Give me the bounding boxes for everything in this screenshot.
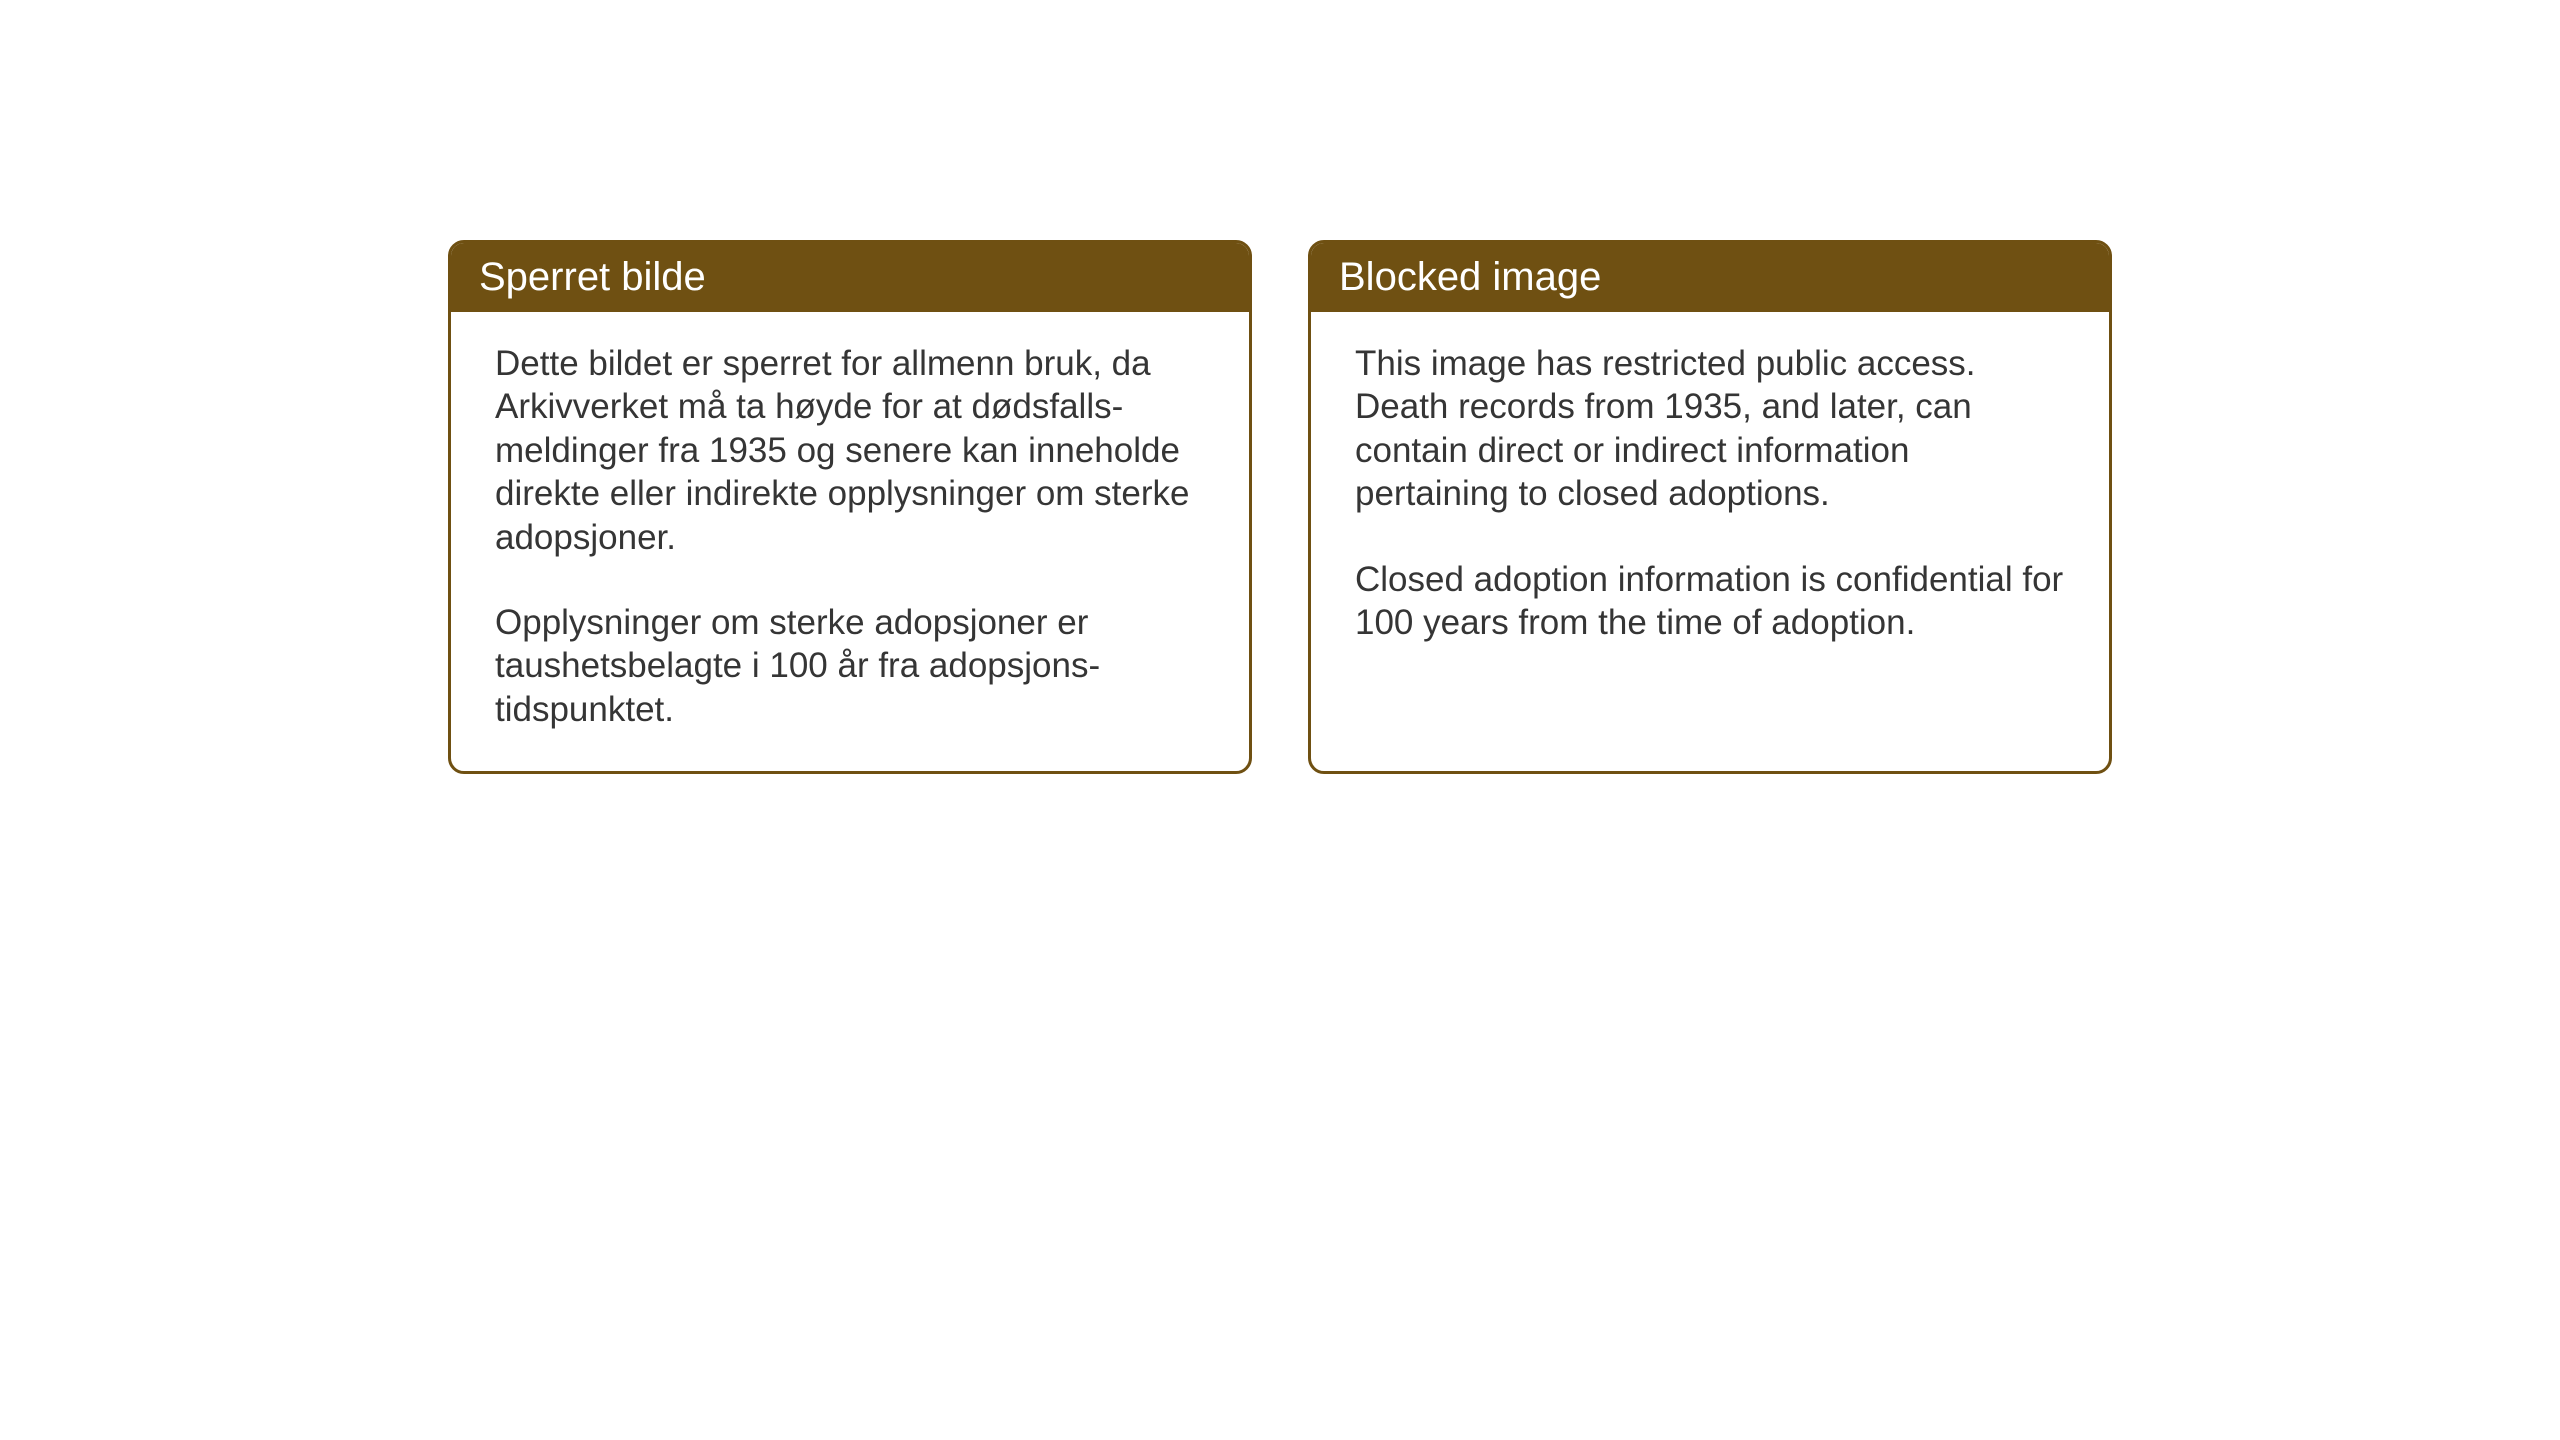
notice-body-norwegian: Dette bildet er sperret for allmenn bruk… <box>451 312 1249 771</box>
notice-paragraph: Closed adoption information is confident… <box>1355 558 2065 645</box>
notice-paragraph: This image has restricted public access.… <box>1355 342 2065 516</box>
notice-header-english: Blocked image <box>1311 243 2109 312</box>
notice-box-english: Blocked image This image has restricted … <box>1308 240 2112 774</box>
notice-header-norwegian: Sperret bilde <box>451 243 1249 312</box>
notice-paragraph: Opplysninger om sterke adopsjoner er tau… <box>495 601 1205 731</box>
notice-box-norwegian: Sperret bilde Dette bildet er sperret fo… <box>448 240 1252 774</box>
notice-body-english: This image has restricted public access.… <box>1311 312 2109 684</box>
notices-container: Sperret bilde Dette bildet er sperret fo… <box>448 240 2112 774</box>
notice-paragraph: Dette bildet er sperret for allmenn bruk… <box>495 342 1205 559</box>
